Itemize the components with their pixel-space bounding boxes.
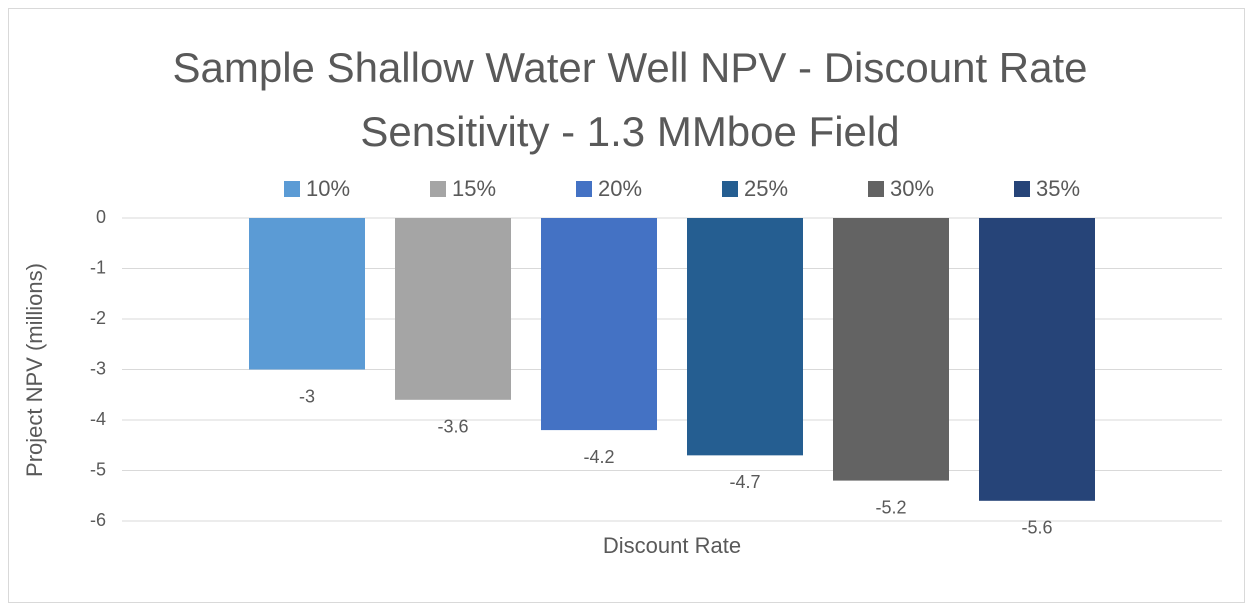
- legend-label: 25%: [744, 176, 788, 201]
- y-tick-label: 0: [96, 207, 106, 227]
- chart-title: Sample Shallow Water Well NPV - Discount…: [172, 44, 1088, 155]
- bar: [541, 218, 657, 431]
- y-tick-label: -4: [90, 409, 106, 429]
- y-axis-title: Project NPV (millions): [22, 263, 47, 477]
- legend-swatch: [1014, 181, 1030, 197]
- legend-swatch: [722, 181, 738, 197]
- data-label: -3: [299, 386, 315, 406]
- legend-label: 35%: [1036, 176, 1080, 201]
- y-tick-label: -2: [90, 308, 106, 328]
- x-axis-title: Discount Rate: [603, 533, 741, 558]
- chart-border: [8, 8, 1245, 603]
- bar: [979, 218, 1095, 501]
- y-tick-label: -1: [90, 257, 106, 277]
- bar: [395, 218, 511, 400]
- bar: [249, 218, 365, 370]
- data-label: -5.2: [875, 497, 906, 517]
- data-label: -4.2: [583, 447, 614, 467]
- legend-swatch: [430, 181, 446, 197]
- legend-swatch: [868, 181, 884, 197]
- legend-label: 30%: [890, 176, 934, 201]
- data-label: -3.6: [437, 417, 468, 437]
- data-label: -5.6: [1021, 518, 1052, 538]
- data-label: -4.7: [729, 472, 760, 492]
- legend-swatch: [284, 181, 300, 197]
- legend-label: 15%: [452, 176, 496, 201]
- y-tick-label: -5: [90, 459, 106, 479]
- legend-label: 20%: [598, 176, 642, 201]
- legend-swatch: [576, 181, 592, 197]
- y-tick-label: -3: [90, 358, 106, 378]
- bar: [687, 218, 803, 456]
- bar: [833, 218, 949, 481]
- legend-label: 10%: [306, 176, 350, 201]
- y-tick-label: -6: [90, 510, 106, 530]
